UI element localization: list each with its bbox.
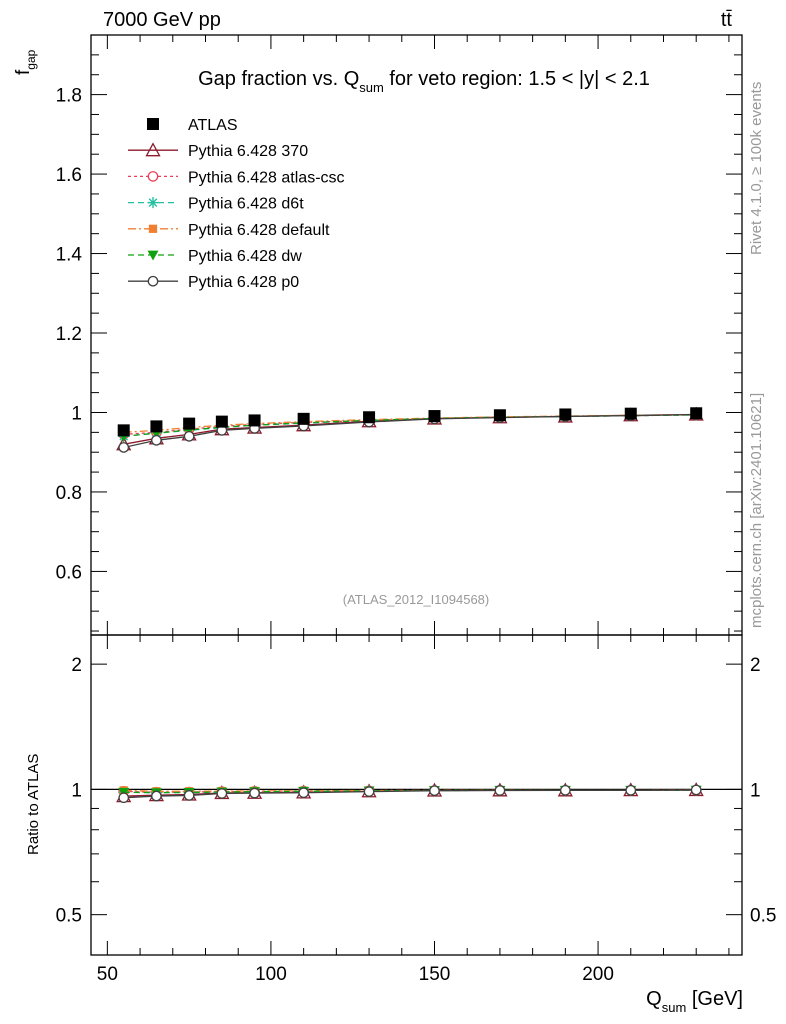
y-tick-label-main: 1.4 xyxy=(56,245,83,266)
energy-label: 7000 GeV pp xyxy=(103,9,221,31)
legend-label: Pythia 6.428 dw xyxy=(188,248,302,265)
data-point-atlas xyxy=(297,412,310,425)
legend-label: Pythia 6.428 p0 xyxy=(188,274,299,291)
ratio-point-pythia-6-428-p0 xyxy=(118,792,130,804)
data-point-atlas xyxy=(559,408,572,421)
legend-label: Pythia 6.428 d6t xyxy=(188,196,304,213)
data-point-atlas xyxy=(117,424,130,437)
x-tick-label: 50 xyxy=(97,964,118,985)
ratio-point-pythia-6-428-p0 xyxy=(298,787,309,799)
y-tick-label-ratio-right: 1 xyxy=(750,780,761,801)
y-tick-label-ratio-right: 0.5 xyxy=(750,906,776,927)
legend-entry-pythia-6-428-d6t: Pythia 6.428 d6t xyxy=(128,196,304,213)
series-line-pythia-6-428-370 xyxy=(123,413,697,445)
data-point-atlas xyxy=(363,411,376,424)
rivet-label: Rivet 4.1.0, ≥ 100k events xyxy=(748,82,765,255)
legend-entry-pythia-6-428-p0: Pythia 6.428 p0 xyxy=(128,274,299,291)
x-tick-label: 100 xyxy=(255,964,287,985)
ratio-axes: 50 100 150 200 0.5 0.5 1 1 2 2 xyxy=(56,635,776,985)
data-point-atlas xyxy=(183,417,196,430)
y-tick-label-main: 0.6 xyxy=(56,562,82,583)
legend-entry-pythia-6-428-370: Pythia 6.428 370 xyxy=(128,142,308,160)
legend-marker xyxy=(147,197,159,209)
process-label: tt̄ xyxy=(721,9,733,31)
legend-marker xyxy=(147,275,159,287)
y-axis-label-ratio: Ratio to ATLAS xyxy=(25,754,42,855)
y-tick-label-main: 1.6 xyxy=(56,165,82,186)
data-point-atlas xyxy=(215,415,228,428)
legend-marker xyxy=(147,171,159,182)
ratio-point-pythia-6-428-p0 xyxy=(363,786,375,797)
legend-entry-atlas: ATLAS xyxy=(147,117,238,134)
ratio-point-pythia-6-428-p0 xyxy=(690,784,702,796)
data-point-atlas xyxy=(690,407,703,420)
legend-label: Pythia 6.428 370 xyxy=(188,143,308,160)
ratio-point-pythia-6-428-p0 xyxy=(216,788,228,799)
star-stroke xyxy=(148,198,158,207)
y-tick-label-main: 1.2 xyxy=(56,324,82,345)
legend-marker xyxy=(147,118,159,130)
data-point-atlas xyxy=(150,420,163,433)
main-series xyxy=(116,406,704,453)
analysis-id: (ATLAS_2012_I1094568) xyxy=(343,592,489,607)
ratio-panel-frame xyxy=(90,634,743,956)
ratio-point-pythia-6-428-p0 xyxy=(429,785,440,797)
main-title: Gap fraction vs. Qsum for veto region: 1… xyxy=(198,68,650,95)
legend-marker xyxy=(145,142,161,157)
y-axis-label-main: fgap xyxy=(13,49,38,75)
y-tick-label-main: 1 xyxy=(71,403,82,424)
data-point-pythia-6-428-p0 xyxy=(183,430,195,442)
ratio-point-pythia-6-428-p0 xyxy=(625,784,637,796)
x-tick-label: 200 xyxy=(582,964,614,985)
data-point-atlas xyxy=(493,409,506,422)
legend-marker xyxy=(148,224,158,233)
ratio-line-pythia-6-428-p0 xyxy=(123,789,697,799)
x-axis-label: Qsum [GeV] xyxy=(646,988,743,1015)
y-tick-label-main: 0.8 xyxy=(56,483,82,504)
y-tick-label-ratio: 1 xyxy=(71,780,82,801)
data-point-pythia-6-428-p0 xyxy=(118,442,130,453)
legend-entry-pythia-6-428-dw: Pythia 6.428 dw xyxy=(128,248,302,265)
ratio-point-pythia-6-428-p0 xyxy=(494,785,506,796)
ratio-series xyxy=(116,782,704,804)
legend-label: ATLAS xyxy=(188,117,238,134)
ratio-point-pythia-6-428-p0 xyxy=(249,787,260,799)
y-tick-label-ratio-right: 2 xyxy=(750,655,761,676)
legend-marker xyxy=(147,250,159,261)
ratio-point-pythia-6-428-p0 xyxy=(151,790,162,802)
legend-entry-pythia-6-428-atlas-csc: Pythia 6.428 atlas-csc xyxy=(128,169,345,186)
main-axes: 0.6 0.8 1 1.2 1.4 1.6 1.8 xyxy=(56,34,742,635)
y-tick-label-ratio: 0.5 xyxy=(56,906,82,927)
legend: ATLAS Pythia 6.428 370 Pythia 6.428 atlas-… xyxy=(128,117,345,291)
data-point-atlas xyxy=(248,414,261,427)
data-point-atlas xyxy=(624,407,637,420)
legend-label: Pythia 6.428 default xyxy=(188,222,330,239)
x-tick-label: 150 xyxy=(419,964,451,985)
series-line-pythia-6-428-p0 xyxy=(123,413,697,449)
ratio-point-pythia-6-428-p0 xyxy=(183,790,195,801)
data-point-atlas xyxy=(428,410,441,423)
y-tick-label-main: 1.8 xyxy=(56,86,82,107)
series-line-pythia-6-428-default xyxy=(123,413,697,433)
y-tick-label-ratio: 2 xyxy=(71,655,82,676)
data-point-pythia-6-428-p0 xyxy=(151,434,162,446)
ratio-point-pythia-6-428-p0 xyxy=(560,784,571,796)
mcplots-label: mcplots.cern.ch [arXiv:2401.10621] xyxy=(748,393,765,628)
legend-entry-pythia-6-428-default: Pythia 6.428 default xyxy=(128,222,330,239)
legend-label: Pythia 6.428 atlas-csc xyxy=(188,169,345,186)
